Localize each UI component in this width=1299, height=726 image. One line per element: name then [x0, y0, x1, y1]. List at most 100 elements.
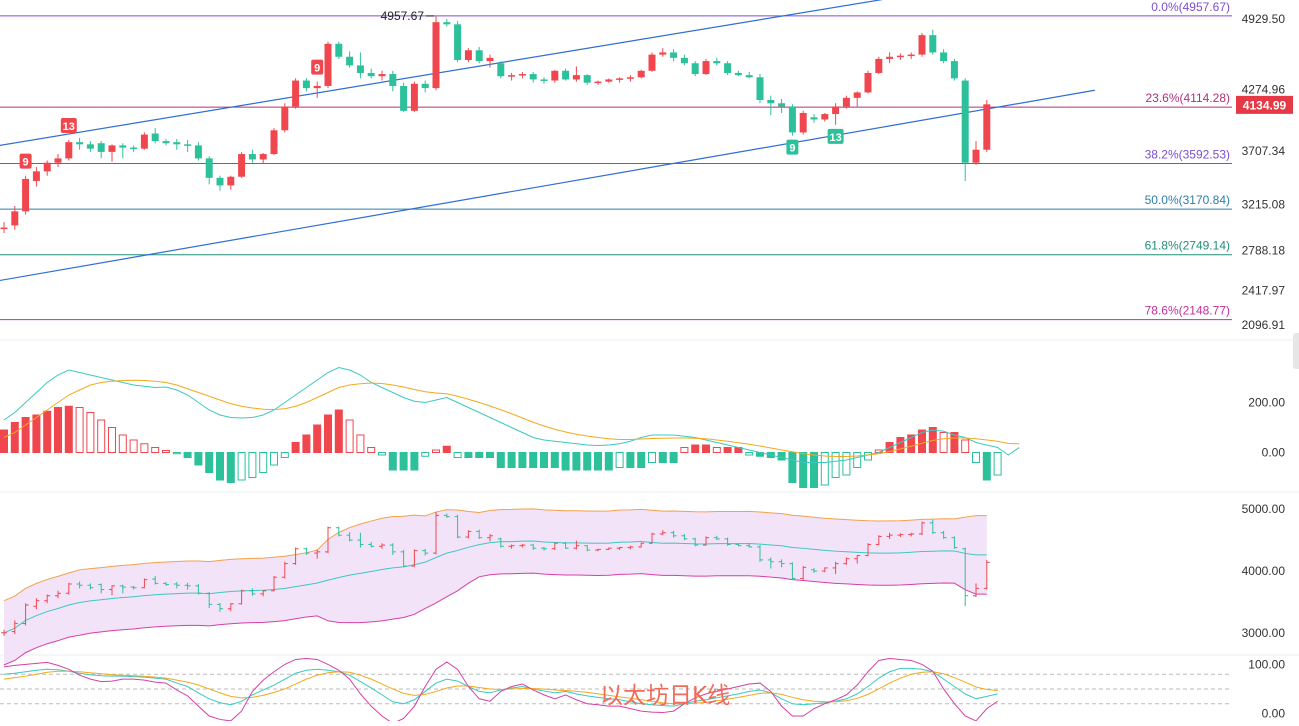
boll-lower-line	[3, 572, 987, 666]
candle-body	[65, 142, 73, 159]
high-price-marker: 4957.67	[381, 9, 425, 23]
kdj-j-line	[3, 657, 998, 724]
macd-histogram-bar	[345, 419, 354, 453]
candle-body	[896, 55, 904, 58]
macd-histogram-bar	[118, 434, 127, 453]
candle-body	[454, 24, 462, 60]
price-panel: 0.0%(4957.67) 23.6%(4114.28) 38.2%(3592.53…	[0, 0, 1232, 321]
candle-body	[22, 178, 30, 212]
candle-body	[929, 35, 937, 53]
macd-histogram-bar	[680, 447, 689, 453]
candle-body	[540, 79, 548, 81]
candle-body	[821, 114, 829, 120]
macd-histogram-bar	[97, 419, 106, 453]
candle-body	[886, 56, 894, 59]
td-sequence-badge	[786, 139, 799, 155]
candle-body	[346, 56, 354, 66]
macd-histogram-bar	[594, 452, 602, 471]
macd-histogram-bar	[248, 452, 257, 478]
macd-histogram-bar	[669, 452, 678, 463]
boll-tick-label: 4000.00	[1242, 564, 1286, 578]
macd-histogram-bar	[183, 452, 192, 458]
macd-histogram-bar	[259, 452, 268, 473]
kdj-tick-label: 0.00	[1262, 707, 1286, 721]
candle-body	[756, 77, 764, 100]
candle-body	[767, 100, 775, 104]
macd-histogram-bar	[75, 407, 84, 453]
candle-body	[983, 104, 991, 150]
macd-histogram-bar	[32, 414, 41, 453]
boll-tick-label: 5000.00	[1242, 502, 1286, 516]
axis-scroll-handle[interactable]	[1293, 333, 1299, 369]
macd-histogram-bar	[572, 452, 581, 471]
macd-histogram-bar	[939, 432, 948, 453]
macd-histogram-bar	[0, 429, 8, 453]
candle-body	[734, 72, 742, 76]
candle-body	[32, 171, 40, 182]
candle-body	[972, 149, 980, 163]
kdj-tick-label: 100.00	[1248, 657, 1285, 671]
candle-body	[130, 147, 138, 150]
macd-histogram-bar	[831, 452, 840, 478]
candle-body	[86, 144, 94, 149]
candle-body	[508, 75, 516, 77]
candle-body	[216, 177, 224, 186]
candle-body	[54, 158, 62, 163]
macd-histogram-bar	[961, 439, 970, 453]
td-sequence-badge	[827, 128, 844, 144]
candle-body	[205, 158, 213, 178]
candle-body	[702, 61, 710, 75]
candle-body	[842, 97, 850, 107]
macd-histogram-bar	[972, 452, 980, 463]
td-sequence-label: 9	[789, 143, 795, 155]
candle-body	[659, 52, 667, 55]
macd-histogram-bar	[486, 452, 494, 458]
macd-histogram-bar	[475, 452, 484, 458]
price-axis: 4929.50 4274.96 3707.34 3215.08 2788.18 2417.…	[1236, 12, 1293, 721]
macd-histogram-bar	[432, 449, 440, 453]
fib-label: 0.0%(4957.67)	[1151, 0, 1230, 14]
candle-body	[907, 54, 915, 57]
macd-histogram-bar	[918, 429, 926, 453]
candle-body	[443, 22, 451, 25]
candle-body	[464, 50, 472, 60]
macd-histogram-bar	[712, 447, 721, 453]
macd-histogram-bar	[853, 452, 862, 468]
candle-body	[270, 130, 278, 155]
candle-body	[475, 50, 483, 62]
candle-body	[778, 103, 786, 107]
candle-body	[810, 117, 818, 120]
macd-histogram-bar	[54, 407, 62, 453]
macd-histogram-bar	[496, 452, 505, 468]
macd-histogram-bar	[820, 452, 829, 486]
candle-body	[680, 57, 688, 64]
candle-body	[626, 77, 634, 79]
macd-histogram-bar	[518, 452, 527, 468]
kdj-panel	[0, 657, 1232, 724]
macd-histogram-bar	[86, 412, 95, 453]
candle-body	[832, 106, 840, 115]
macd-tick-label: 0.00	[1262, 446, 1286, 460]
macd-histogram-bar	[226, 452, 235, 483]
macd-histogram-bar	[777, 452, 786, 461]
candle-body	[583, 75, 591, 83]
price-tick-label: 2788.18	[1242, 243, 1286, 257]
macd-tick-label: 200.00	[1248, 396, 1285, 410]
candle-body	[238, 154, 246, 177]
candle-body	[108, 145, 116, 152]
candle-body	[11, 211, 19, 226]
macd-histogram-bar	[64, 405, 73, 453]
candle-body	[151, 133, 159, 142]
candle-body	[421, 83, 429, 89]
candle-body	[400, 85, 408, 111]
macd-histogram-bar	[648, 452, 656, 463]
macd-histogram-bar	[302, 434, 311, 453]
macd-histogram-bar	[162, 450, 170, 453]
candle-body	[529, 74, 537, 80]
macd-histogram-bar	[529, 452, 538, 468]
candle-body	[173, 142, 181, 145]
candle-body	[853, 92, 861, 98]
candle-body	[335, 43, 343, 57]
candle-body	[562, 70, 570, 80]
macd-histogram-bar	[907, 434, 916, 453]
